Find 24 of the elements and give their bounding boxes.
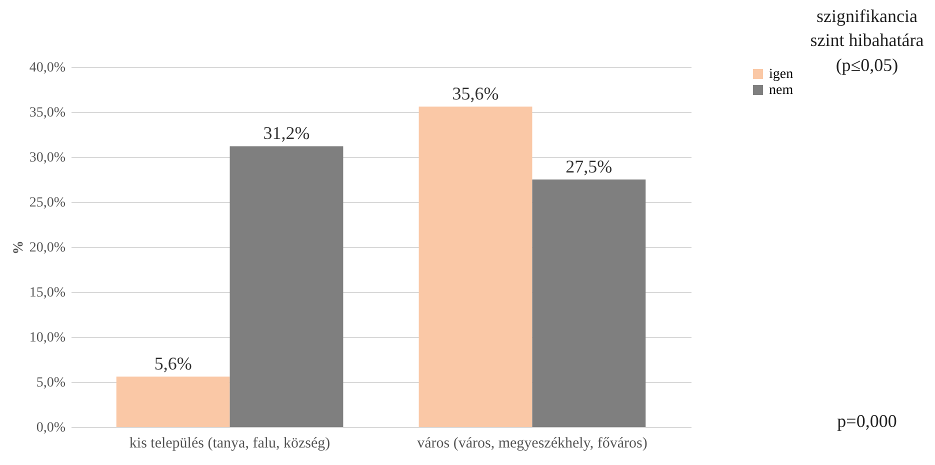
y-tick-label: 35,0% [29,106,66,120]
data-label: 35,6% [452,84,499,104]
bar [116,376,230,427]
y-tick-label: 40,0% [29,60,66,76]
legend-label: nem [769,83,794,98]
x-tick-label: kis település (tanya, falu, község) [129,436,330,452]
y-tick-label: 30,0% [29,150,66,166]
y-axis-title: % [11,240,26,254]
x-tick-label: város (város, megyeszékhely, főváros) [417,436,648,452]
y-tick-label: 0,0% [36,420,66,436]
y-tick-label: 15,0% [29,286,66,300]
data-label: 5,6% [154,354,192,374]
legend-label: igen [769,67,794,82]
y-tick-label: 20,0% [29,240,66,256]
bar [532,180,646,427]
y-tick-label: 10,0% [29,330,66,346]
y-tick-label: 5,0% [36,376,66,390]
bar [418,106,532,427]
bar [230,146,344,427]
text: szignifikancia szint hibahatára (p≤0,05) [809,5,925,77]
text: p=0,000 [836,410,898,433]
data-label: 27,5% [566,156,612,176]
data-label: 31,2% [263,123,310,144]
y-tick-label: 25,0% [29,196,66,210]
